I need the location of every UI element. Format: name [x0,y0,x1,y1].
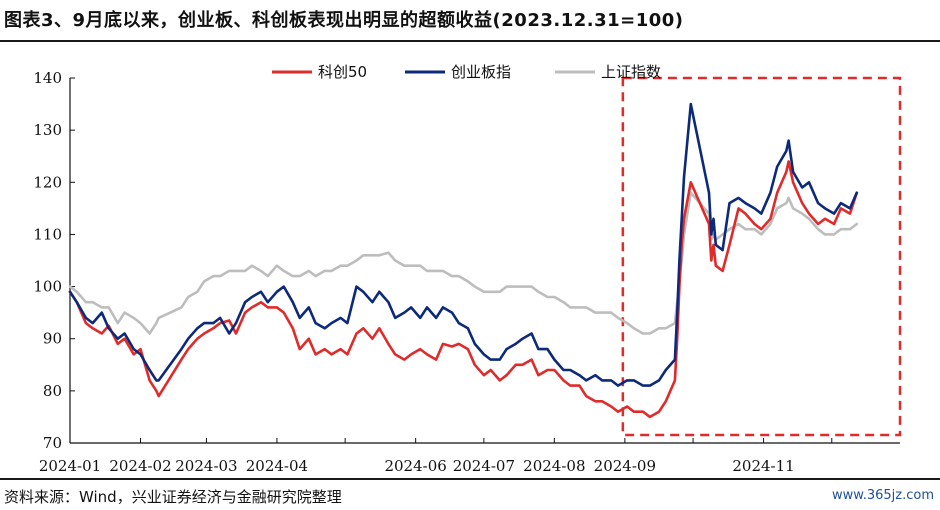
series-line-1 [68,160,859,419]
legend-label: 上证指数 [601,63,661,81]
legend-label: 创业板指 [451,63,511,81]
source-note: 资料来源：Wind，兴业证券经济与金融研究院整理 [4,488,342,506]
series-layer [68,102,859,419]
x-tick-label: 2024-09 [594,457,656,475]
highlight-box [621,76,902,437]
y-tick-label: 70 [43,434,62,452]
x-tick-label: 2024-08 [523,457,585,475]
x-tick-label: 2024-01 [39,457,101,475]
highlight-box-layer [621,76,902,437]
y-tick-label: 140 [33,69,62,87]
watermark: www.365jz.com [832,488,934,503]
series-line-3 [68,191,859,335]
series-line-2 [68,102,859,387]
y-tick-label: 100 [33,278,62,296]
x-tick-label: 2024-03 [175,457,237,475]
chart-title: 图表3、9月底以来，创业板、科创板表现出明显的超额收益(2023.12.31=1… [4,10,684,31]
title-bar: 图表3、9月底以来，创业板、科创板表现出明显的超额收益(2023.12.31=1… [0,0,940,42]
y-tick-label: 130 [33,121,62,139]
legend-label: 科创50 [318,63,367,81]
footer-divider [0,478,940,480]
y-tick-label: 110 [33,225,62,243]
legend: 科创50 创业板指 上证指数 [272,63,661,81]
x-tick-label: 2024-04 [246,457,308,475]
x-tick-label: 2024-07 [453,457,515,475]
x-tick-label: 2024-06 [384,457,446,475]
y-tick-label: 90 [43,330,62,348]
y-tick-label: 120 [33,173,62,191]
x-tick-label: 2024-11 [732,457,794,475]
x-tick-label: 2024-02 [109,457,171,475]
y-tick-label: 80 [43,382,62,400]
